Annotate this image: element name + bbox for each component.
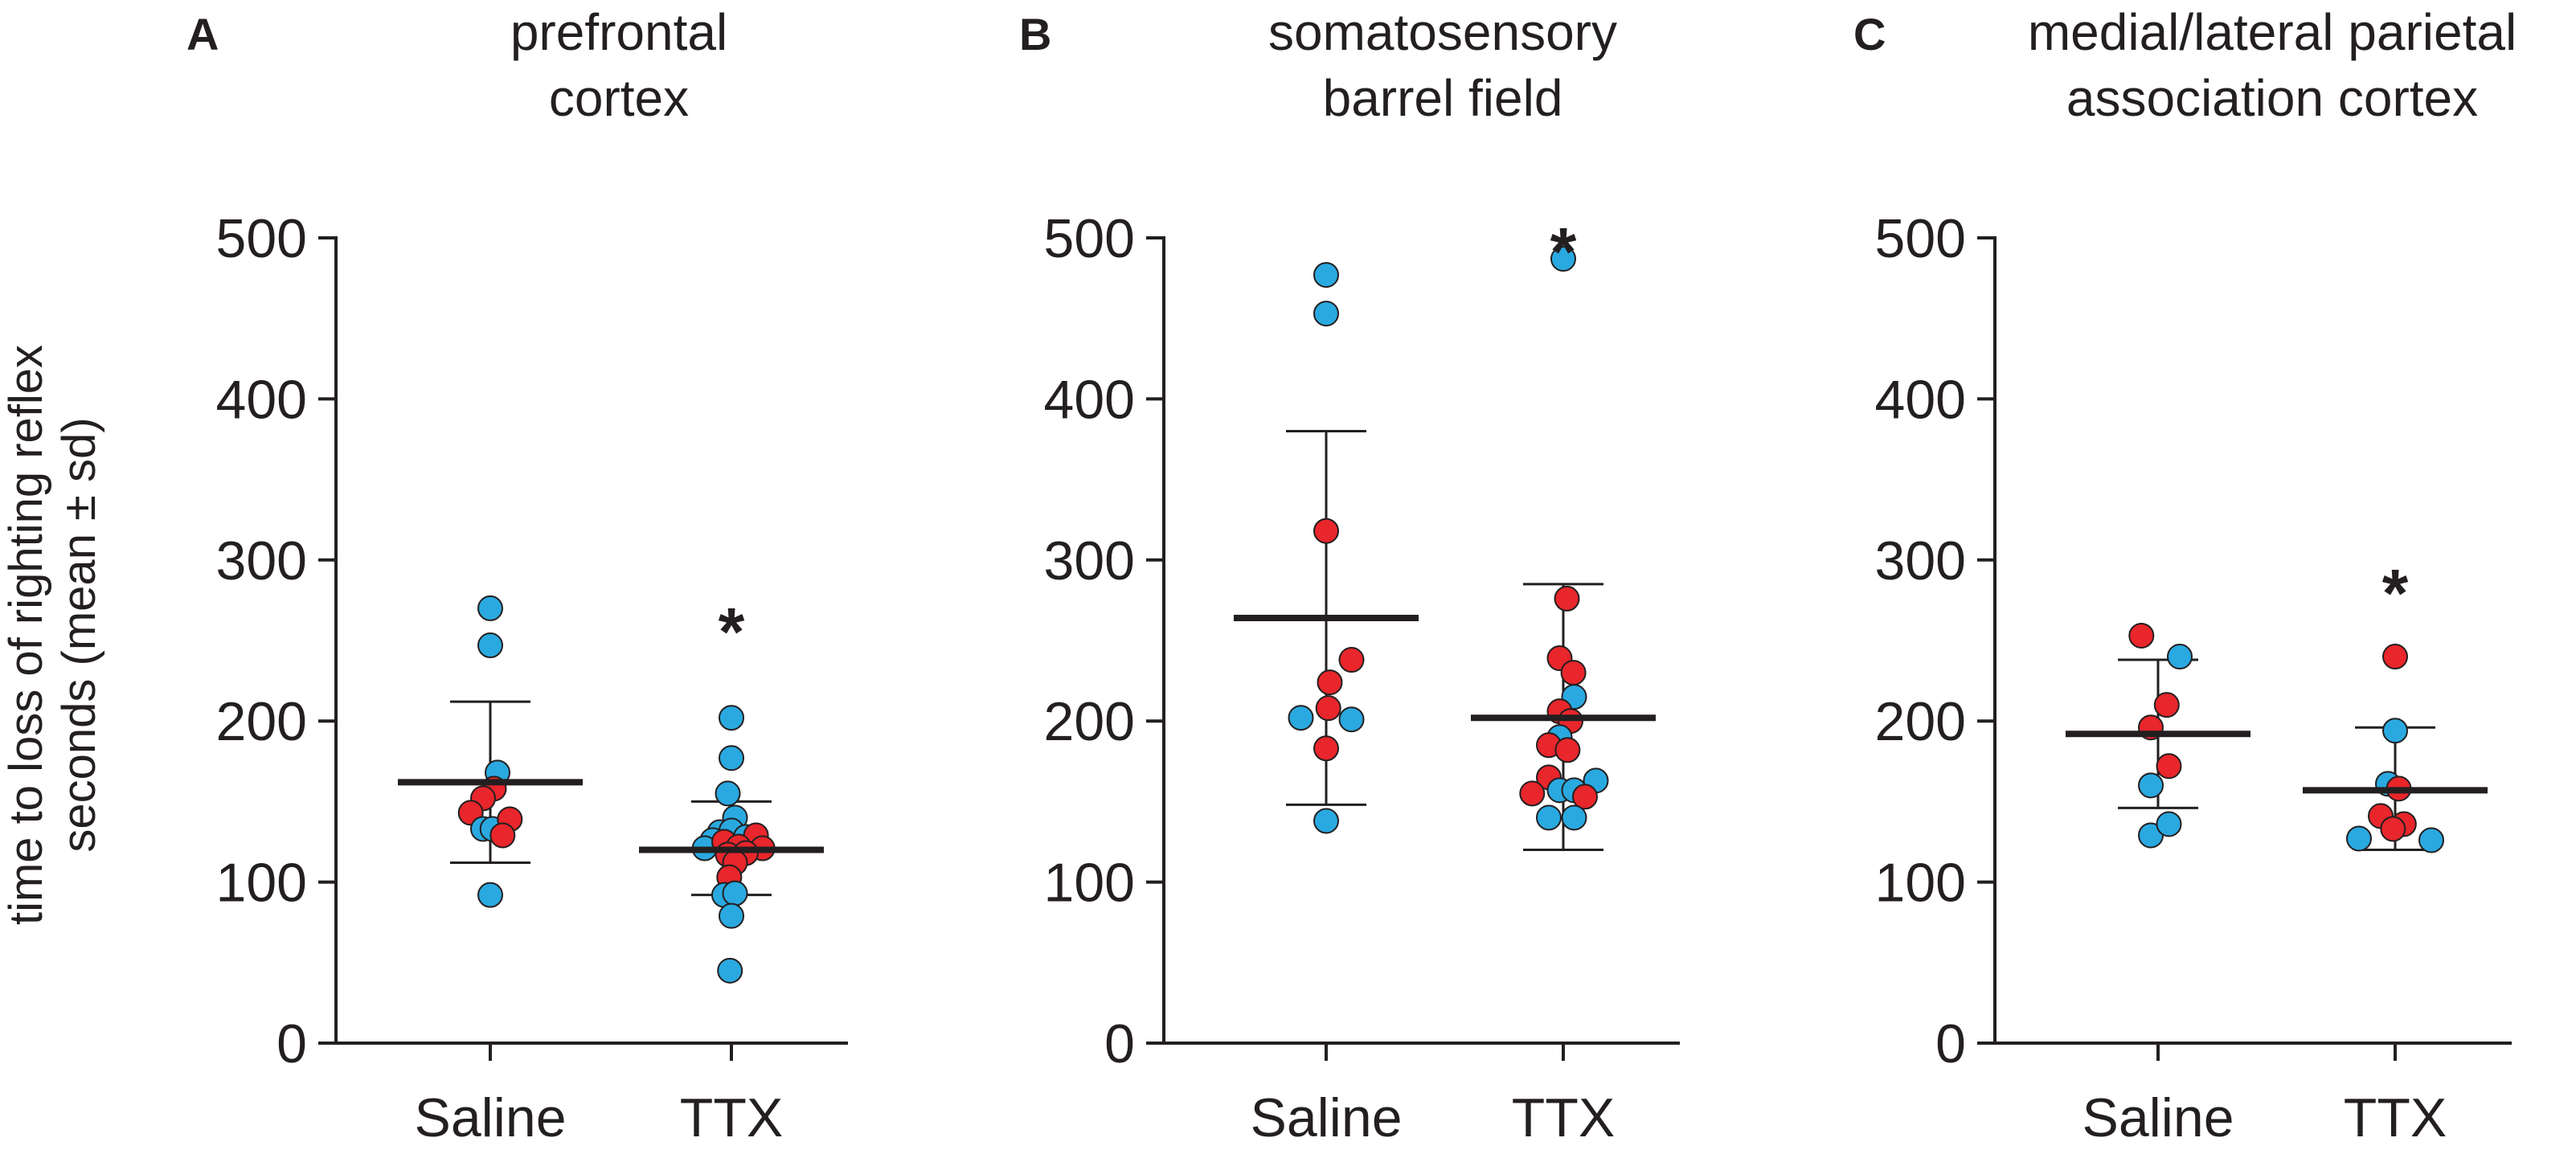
y-tick-label: 300	[216, 530, 307, 591]
data-point-red	[2153, 692, 2180, 718]
data-point-red	[2382, 644, 2408, 670]
y-tick-label: 200	[1044, 691, 1135, 752]
panel-letter: B	[1019, 9, 1051, 59]
panel-letter: C	[1853, 9, 1886, 59]
data-point-blue	[715, 780, 741, 807]
data-point-blue	[1338, 706, 1365, 733]
y-tick-label: 100	[1875, 853, 1966, 914]
data-point-red	[1560, 660, 1587, 686]
data-point-blue	[719, 902, 744, 929]
data-point-blue	[2138, 772, 2164, 799]
data-point-blue	[477, 882, 503, 908]
data-point-blue	[2418, 827, 2444, 853]
y-tick-label: 400	[1875, 369, 1966, 430]
data-point-blue	[2346, 825, 2372, 852]
data-point-red	[489, 822, 516, 849]
data-point-red	[1315, 695, 1341, 722]
panel-title-line: barrel field	[1323, 69, 1563, 127]
y-axis-label-line2: seconds (mean ± sd)	[53, 417, 105, 852]
data-point-red	[1519, 780, 1546, 807]
significance-asterisk: *	[719, 594, 745, 669]
data-point-blue	[1313, 808, 1339, 834]
data-point-blue	[477, 632, 503, 659]
data-point-blue	[717, 957, 743, 984]
y-tick-label: 0	[1935, 1013, 1966, 1074]
panel-title-line: cortex	[549, 69, 689, 127]
panel-title-line: association cortex	[2066, 69, 2478, 127]
data-point-blue	[2382, 718, 2408, 744]
data-point-red	[2380, 816, 2406, 842]
x-tick-label: Saline	[414, 1087, 566, 1148]
data-point-blue	[719, 745, 744, 771]
y-tick-label: 300	[1875, 530, 1966, 591]
y-tick-label: 500	[216, 208, 307, 269]
significance-asterisk: *	[2382, 555, 2409, 631]
x-tick-label: Saline	[2082, 1087, 2234, 1148]
y-tick-label: 300	[1044, 530, 1135, 591]
data-point-red	[1313, 518, 1339, 544]
data-point-red	[1554, 585, 1580, 612]
y-tick-label: 100	[216, 853, 307, 914]
data-point-red	[2156, 753, 2182, 780]
data-point-red	[1338, 647, 1365, 673]
x-tick-label: TTX	[680, 1087, 783, 1148]
data-point-blue	[1313, 301, 1339, 327]
x-tick-label: Saline	[1250, 1087, 1402, 1148]
y-tick-label: 500	[1875, 208, 1966, 269]
data-point-blue	[2156, 811, 2182, 837]
data-point-blue	[2167, 644, 2193, 670]
y-tick-label: 500	[1044, 208, 1135, 269]
data-point-red	[1554, 737, 1581, 763]
data-point-red	[1317, 669, 1343, 696]
data-point-blue	[1550, 246, 1576, 272]
y-tick-label: 100	[1044, 853, 1135, 914]
y-tick-label: 0	[276, 1013, 307, 1074]
x-tick-label: TTX	[1512, 1087, 1615, 1148]
y-tick-label: 200	[1875, 691, 1966, 752]
data-point-red	[2128, 622, 2155, 649]
data-point-blue	[1288, 705, 1314, 731]
data-point-blue	[719, 705, 744, 731]
y-tick-label: 0	[1104, 1013, 1135, 1074]
y-axis-label: time to loss of righting reflex seconds …	[0, 345, 105, 925]
data-point-blue	[1536, 804, 1562, 831]
y-axis-label-line1: time to loss of righting reflex	[0, 345, 52, 925]
data-point-blue	[1561, 804, 1587, 831]
y-tick-label: 200	[216, 691, 307, 752]
panel-letter: A	[186, 9, 219, 59]
data-point-red	[1572, 784, 1598, 810]
y-tick-label: 400	[216, 369, 307, 430]
y-tick-label: 400	[1044, 369, 1135, 430]
data-point-red	[1313, 735, 1339, 762]
panel-title-line: somatosensory	[1268, 3, 1617, 61]
x-tick-label: TTX	[2344, 1087, 2447, 1148]
data-point-blue	[477, 595, 503, 621]
panel-title-line: prefrontal	[510, 3, 727, 61]
data-point-blue	[722, 880, 748, 906]
data-point-blue	[1313, 262, 1339, 289]
panel-title-line: medial/lateral parietal	[2028, 3, 2517, 61]
significance-asterisk: *	[1550, 214, 1577, 289]
